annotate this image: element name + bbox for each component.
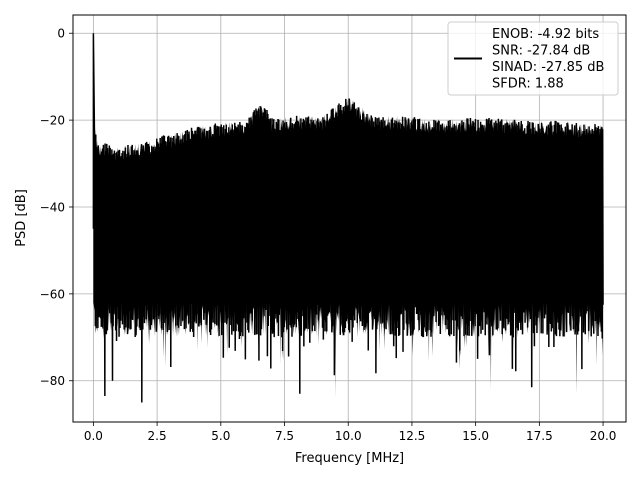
spectrum-line (92, 33, 604, 403)
y-tick-label: −80 (40, 374, 65, 388)
x-tick-label: 20.0 (590, 429, 617, 443)
x-tick-label: 17.5 (526, 429, 553, 443)
plot-frame (72, 14, 627, 423)
x-axis-ticks: 0.0 2.5 5.0 7.5 10.0 12.5 15.0 17.5 20.0 (84, 422, 617, 443)
legend-box (447, 21, 619, 96)
y-tick-label: −60 (40, 287, 65, 301)
x-tick-label: 0.0 (84, 429, 103, 443)
y-tick-label: 0 (57, 27, 65, 41)
x-tick-label: 15.0 (462, 429, 489, 443)
y-axis-ticks: 0 −20 −40 −60 −80 (40, 27, 73, 388)
x-tick-label: 7.5 (275, 429, 294, 443)
legend-line-snr: SNR: -27.84 dB (492, 44, 590, 59)
legend-line-sinad: SINAD: -27.85 dB (492, 60, 604, 75)
y-tick-label: −20 (40, 114, 65, 128)
y-axis-label: PSD [dB] (14, 189, 29, 247)
legend-line-enob: ENOB: -4.92 bits (492, 27, 599, 42)
x-axis-label: Frequency [MHz] (295, 451, 404, 466)
legend: ENOB: -4.92 bits SNR: -27.84 dB SINAD: -… (447, 21, 619, 96)
y-tick-label: −40 (40, 200, 65, 214)
x-tick-label: 10.0 (335, 429, 362, 443)
x-tick-label: 2.5 (148, 429, 167, 443)
x-tick-label: 5.0 (211, 429, 230, 443)
x-tick-label: 12.5 (399, 429, 426, 443)
legend-line-sfdr: SFDR: 1.88 (492, 77, 564, 92)
